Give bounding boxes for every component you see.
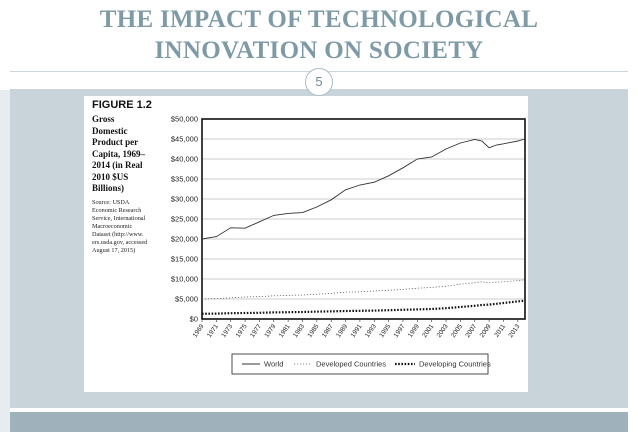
- y-tick-label: $50,000: [171, 115, 198, 124]
- figure-caption: Gross Domestic Product per Capita, 1969–…: [92, 114, 158, 195]
- legend-box: [231, 353, 489, 375]
- x-tick-label: 1969: [192, 323, 206, 339]
- x-tick-label: 1983: [292, 323, 306, 339]
- series-line-world: [201, 138, 526, 240]
- y-tick-label: $0: [190, 315, 198, 324]
- y-tick-label: $40,000: [171, 155, 198, 164]
- x-tick-label: 1975: [235, 323, 249, 339]
- source-line: Dataset (http://www.: [92, 231, 144, 238]
- left-edge-strip: [0, 90, 10, 432]
- caption-line: 2010 $US: [92, 171, 129, 182]
- source-line: ers.usda.gov, accessed: [92, 239, 148, 246]
- caption-line: 2014 (in Real: [92, 160, 143, 170]
- figure-panel: FIGURE 1.2 Gross Domestic Product per Ca…: [84, 96, 528, 392]
- legend-label: Developing Countries: [419, 360, 491, 369]
- slide-title-line-2: INNOVATION ON SOCIETY: [154, 37, 484, 64]
- x-tick-label: 1999: [407, 323, 421, 339]
- x-tick-label: 1979: [263, 323, 277, 339]
- x-tick-label: 1987: [321, 323, 335, 339]
- y-tick-label: $45,000: [171, 135, 198, 144]
- source-line: Source: USDA: [92, 199, 130, 206]
- x-tick-label: 1981: [278, 323, 292, 339]
- x-tick-label: 1993: [364, 323, 378, 339]
- y-tick-label: $25,000: [171, 215, 198, 224]
- x-tick-label: 1989: [335, 323, 349, 339]
- footer-band: [10, 412, 628, 432]
- y-tick-label: $15,000: [171, 255, 198, 264]
- y-tick-label: $10,000: [171, 275, 198, 284]
- legend-label: World: [264, 360, 283, 369]
- x-tick-label: 1997: [393, 323, 407, 339]
- caption-line: Product per: [92, 137, 139, 147]
- y-tick-label: $35,000: [171, 175, 198, 184]
- y-tick-label: $20,000: [171, 235, 198, 244]
- x-tick-label: 1971: [206, 323, 220, 339]
- x-tick-label: 1977: [249, 323, 263, 339]
- slide-number-badge: 5: [305, 68, 333, 96]
- y-tick-label: $30,000: [171, 195, 198, 204]
- source-line: Macroeconomic: [92, 223, 133, 230]
- caption-line: Capita, 1969–: [92, 148, 146, 159]
- x-tick-label: 2005: [450, 323, 464, 339]
- x-tick-label: 2001: [421, 323, 435, 339]
- slide-title-line-1: THE IMPACT OF TECHNOLOGICAL: [99, 6, 539, 33]
- x-tick-label: 2009: [479, 323, 493, 339]
- source-line: Economic Research: [92, 207, 142, 214]
- series-line-developed-countries: [201, 279, 526, 300]
- figure-label: FIGURE 1.2: [92, 99, 152, 111]
- x-tick-label: 2011: [493, 323, 507, 339]
- x-tick-label: 2013: [507, 323, 521, 339]
- slide-title: THE IMPACT OF TECHNOLOGICAL INNOVATION O…: [0, 4, 638, 66]
- gdp-line-chart: $0 $5,000 $10,000 $15,000 $20,000 $25,000 $30,…: [171, 115, 526, 375]
- x-tick-label: 2003: [436, 323, 450, 339]
- source-line: Service, International: [92, 215, 146, 222]
- x-tick-label: 2007: [464, 323, 478, 339]
- legend-label: Developed Countries: [316, 360, 386, 369]
- x-tick-label: 1985: [306, 323, 320, 339]
- x-tick-label: 1991: [350, 323, 364, 339]
- series-line-developing-countries: [201, 299, 526, 315]
- caption-line: Domestic: [92, 125, 128, 136]
- plot-frame: [201, 118, 526, 320]
- y-tick-label: $5,000: [175, 295, 198, 304]
- figure-source: Source: USDA Economic Research Service, …: [92, 199, 158, 255]
- caption-line: Billions): [92, 183, 125, 193]
- source-line: August 17, 2015): [92, 247, 136, 254]
- x-tick-label: 1995: [378, 323, 392, 339]
- caption-line: Gross: [92, 114, 115, 124]
- x-tick-label: 1973: [220, 323, 234, 339]
